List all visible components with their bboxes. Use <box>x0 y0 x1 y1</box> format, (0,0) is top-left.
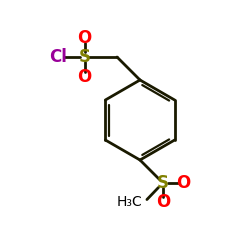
Text: S: S <box>78 48 90 66</box>
Text: O: O <box>156 194 170 212</box>
Text: H₃C: H₃C <box>117 194 142 208</box>
Text: O: O <box>176 174 190 192</box>
Text: Cl: Cl <box>49 48 67 66</box>
Text: O: O <box>78 28 92 46</box>
Text: S: S <box>157 174 169 192</box>
Text: O: O <box>78 68 92 86</box>
